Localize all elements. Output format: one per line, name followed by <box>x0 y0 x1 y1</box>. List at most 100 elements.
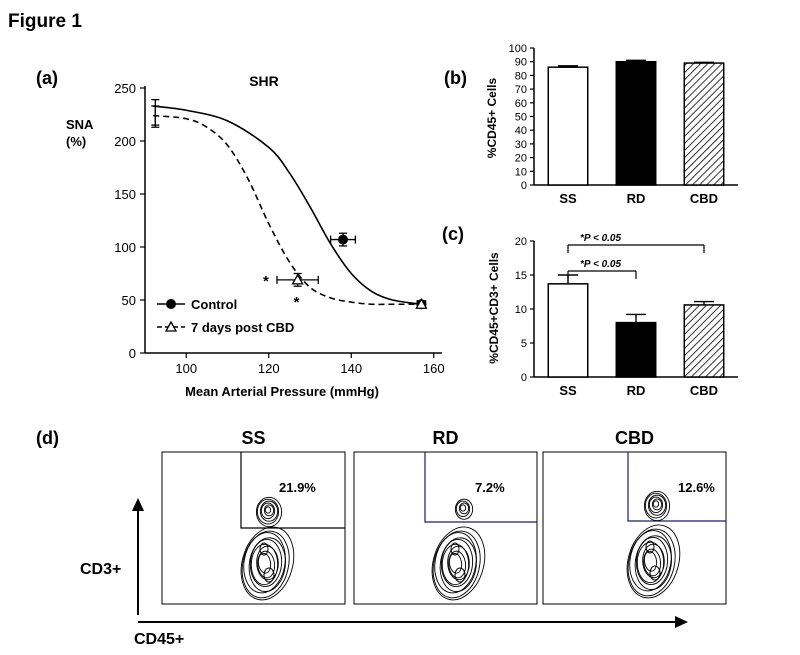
chart-a-xtick-label: 120 <box>258 361 280 376</box>
contour-ring <box>627 528 676 597</box>
contour-ring <box>647 494 667 516</box>
flow-panel-title: CBD <box>615 428 654 448</box>
legend-control-marker <box>166 299 176 309</box>
panel-label-d: (d) <box>36 428 59 448</box>
chart-a-series-line-control <box>153 105 422 306</box>
contour-ring <box>455 500 471 518</box>
chart-a-ytick-label: 250 <box>114 81 136 96</box>
chart-a-xlabel: Mean Arterial Pressure (mmHg) <box>185 384 379 399</box>
flow-gate-line <box>627 452 726 522</box>
legend-cbd-label: 7 days post CBD <box>191 320 294 335</box>
flow-panel-frame <box>353 451 538 605</box>
contour-ring <box>250 543 279 586</box>
chart-b-ytick-label: 10 <box>515 166 527 178</box>
chart-b-bar-cbd <box>683 62 725 186</box>
contour-ring <box>629 530 672 592</box>
contour-ring <box>454 498 474 520</box>
chart-b-bar-rd <box>615 60 657 186</box>
flow-panel-cbd: CBD 12.6% <box>542 428 727 605</box>
contour-ring <box>257 552 272 574</box>
flow-gate-percent: 7.2% <box>475 480 505 495</box>
flow-contour-main <box>431 526 486 601</box>
contour-ring <box>652 500 660 508</box>
chart-b-ytick-label: 80 <box>515 70 527 82</box>
contour-ring <box>432 530 481 599</box>
contour-ring <box>431 526 486 601</box>
contour-ring <box>439 537 477 593</box>
chart-a-ytick-label: 100 <box>114 240 136 255</box>
contour-ring <box>642 543 665 579</box>
chart-b-ylabel: %CD45+ Cells <box>485 77 499 158</box>
flow-gate-percent: 21.9% <box>279 480 316 495</box>
chart-b-category-label: SS <box>559 191 577 206</box>
contour-ring <box>447 545 470 581</box>
contour-ring <box>626 524 681 599</box>
flow-contour-main <box>626 524 681 599</box>
flow-x-arrowhead <box>675 616 688 628</box>
panel-c-bar-chart: %CD45+CD3+ Cells 0 5 10 15 20 SS RD CBD *P < 0.0… <box>487 233 738 398</box>
contour-ring <box>243 532 286 594</box>
contour-ring <box>257 550 276 579</box>
flow-gate-line <box>424 452 537 523</box>
flow-y-axis-label: CD3+ <box>80 561 121 578</box>
contour-ring <box>448 552 463 574</box>
chart-c-ytick-label: 20 <box>515 236 527 248</box>
panel-label-b: (b) <box>444 68 467 88</box>
contour-ring <box>634 535 672 591</box>
chart-b-ytick-label: 20 <box>515 153 527 165</box>
chart-c-significance-label: *P < 0.05 <box>580 233 621 244</box>
contour-ring <box>651 498 663 511</box>
flow-panel-ss: SS 21.9% <box>161 428 346 605</box>
contour-ring <box>434 532 477 594</box>
flow-contour-gated <box>454 498 474 520</box>
contour-ring <box>643 548 662 577</box>
flow-panel-frame <box>542 451 727 605</box>
panel-a-line-chart: SHR SNA (%) Mean Arterial Pressure (mmHg… <box>66 73 445 399</box>
flow-contour-main <box>240 526 295 601</box>
chart-a-ylabel-line2: (%) <box>66 134 86 149</box>
contour-core <box>454 567 466 583</box>
chart-b-ytick-label: 100 <box>509 43 527 55</box>
contour-ring <box>441 543 470 586</box>
contour-ring <box>255 496 283 528</box>
chart-b-ytick-label: 70 <box>515 84 527 96</box>
contour-ring <box>248 537 286 593</box>
figure-title: Figure 1 <box>8 11 82 32</box>
flow-gate-line <box>240 452 345 529</box>
contour-ring <box>458 502 470 515</box>
flow-contour-gated <box>643 490 671 522</box>
chart-c-bar-rd <box>615 321 657 378</box>
chart-b-ytick-label: 30 <box>515 139 527 151</box>
chart-c-bar-cbd <box>683 304 725 378</box>
chart-a-ytick-label: 0 <box>129 346 136 361</box>
chart-a-ytick-label: 150 <box>114 187 136 202</box>
contour-ring <box>448 550 467 579</box>
chart-c-category-label: CBD <box>690 383 718 398</box>
legend-control-label: Control <box>191 297 237 312</box>
contour-core <box>450 542 460 556</box>
chart-a-point-control <box>338 234 348 245</box>
chart-c-significance-bracket: *P < 0.05 <box>567 233 705 253</box>
chart-c-significance-label: *P < 0.05 <box>580 259 621 270</box>
chart-b-ytick-label: 60 <box>515 98 527 110</box>
chart-b-ytick-label: 40 <box>515 125 527 137</box>
contour-ring <box>644 492 668 519</box>
chart-b-bar-ss <box>547 66 589 186</box>
flow-panel-title: RD <box>433 428 459 448</box>
flow-contour-gated <box>255 496 283 528</box>
chart-a-point-cbd <box>415 297 428 309</box>
panel-label-a: (a) <box>36 68 58 88</box>
chart-b-category-label: RD <box>627 191 646 206</box>
contour-core <box>259 542 269 556</box>
flow-gate-percent: 12.6% <box>678 480 715 495</box>
contour-core <box>649 565 661 581</box>
contour-ring <box>440 538 474 588</box>
flow-y-arrowhead <box>132 498 144 511</box>
panel-label-c: (c) <box>442 224 464 244</box>
chart-a-legend: Control 7 days post CBD <box>157 297 294 335</box>
chart-b-ytick-label: 90 <box>515 57 527 69</box>
chart-a-series-line-cbd <box>153 114 422 306</box>
flow-panel-rd: RD 7.2% <box>353 428 538 605</box>
